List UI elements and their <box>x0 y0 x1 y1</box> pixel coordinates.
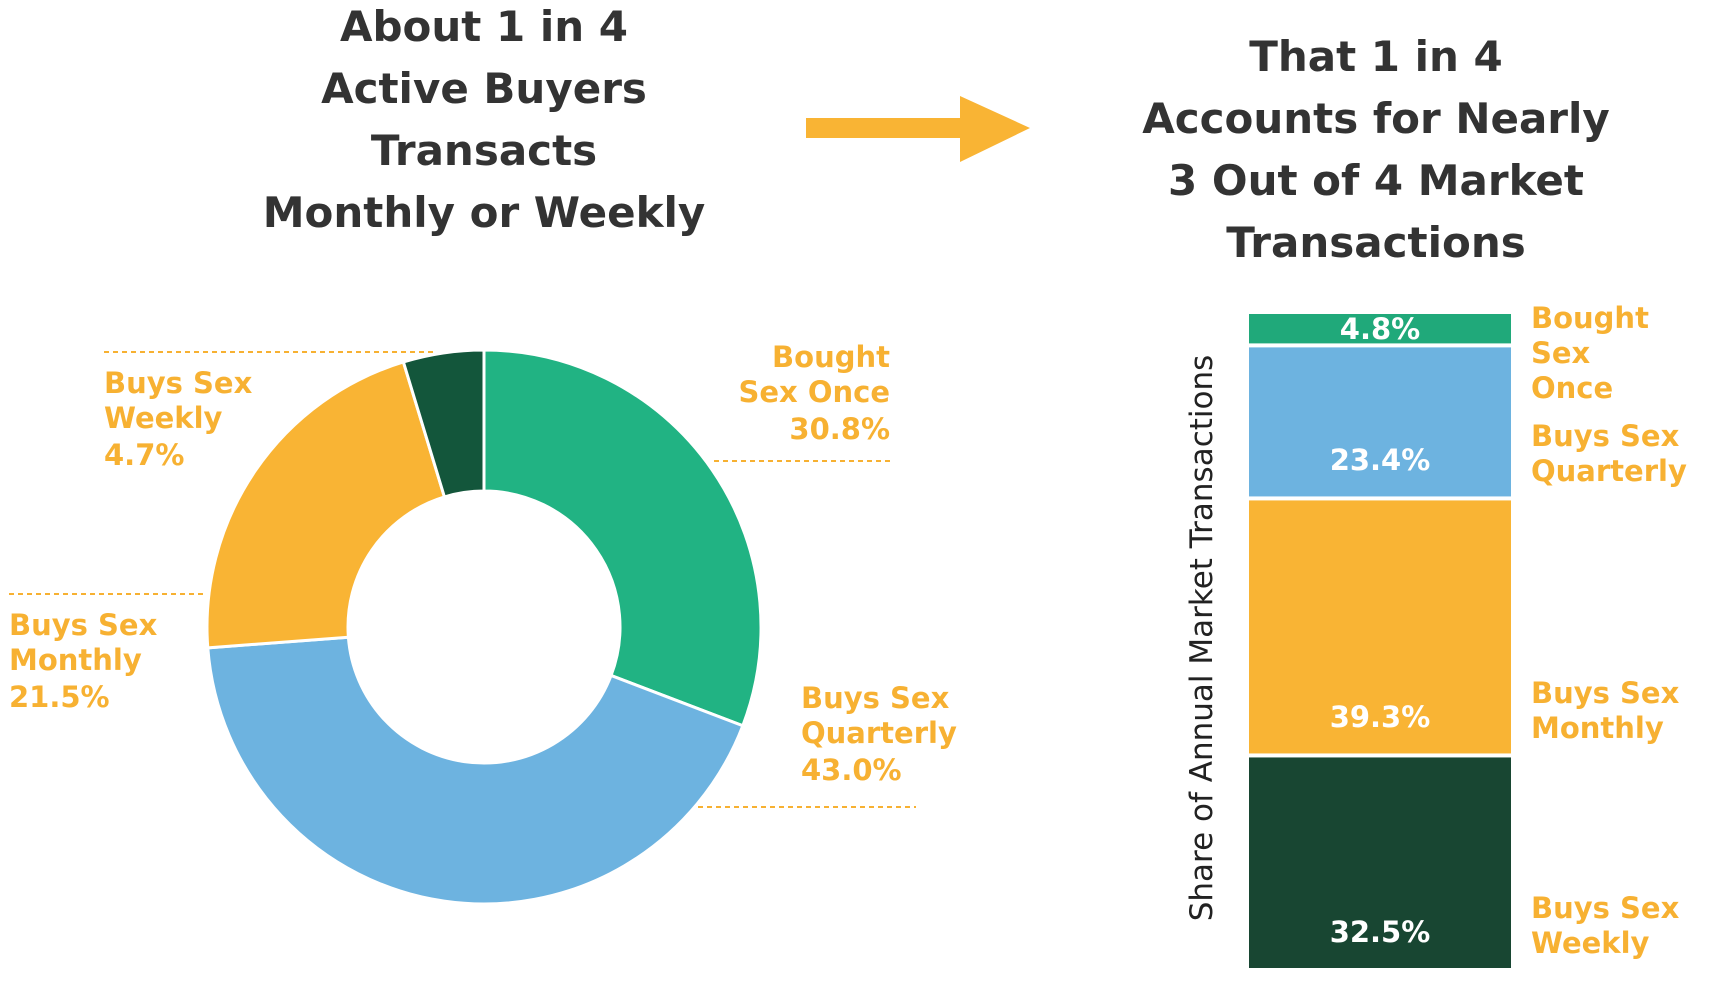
legend-label: Buys Sex Weekly <box>1531 891 1680 960</box>
legend-label: Buys Sex Monthly <box>1531 676 1680 746</box>
bar-value-label: 32.5% <box>1329 915 1431 949</box>
bar-value-label: 23.4% <box>1329 443 1431 478</box>
arrow <box>806 96 1030 162</box>
slice-label: Bought Sex Once <box>738 340 890 409</box>
bar-segment <box>1249 314 1511 344</box>
slice-label: Buys Sex Quarterly <box>801 681 957 750</box>
bar-segment <box>1249 347 1511 497</box>
y-axis-label: Share of Annual Market Transactions <box>1184 354 1220 922</box>
chart-title: About 1 in 4 Active Buyers Transacts Mon… <box>262 2 706 237</box>
bar-value-label: 4.8% <box>1339 311 1421 346</box>
slice-value-label: 21.5% <box>9 680 110 714</box>
slice-value-label: 4.7% <box>104 438 185 472</box>
slice-label: Buys Sex Monthly <box>9 608 158 677</box>
legend-label: Bought Sex Once <box>1531 301 1649 405</box>
bar-segment <box>1249 757 1511 968</box>
slice-value-label: 30.8% <box>789 412 890 446</box>
donut-slice <box>205 360 447 650</box>
slice-value-label: 43.0% <box>801 753 902 787</box>
legend-label: Buys Sex Quarterly <box>1531 419 1687 489</box>
donut-slice <box>401 348 486 499</box>
bar-segment <box>1249 500 1511 754</box>
bar-value-label: 39.3% <box>1329 700 1431 735</box>
chart-title: That 1 in 4 Accounts for Nearly 3 Out of… <box>1142 32 1610 267</box>
donut-slice <box>206 635 745 906</box>
slice-label: Buys Sex Weekly <box>104 366 253 435</box>
donut-slice <box>482 348 763 728</box>
